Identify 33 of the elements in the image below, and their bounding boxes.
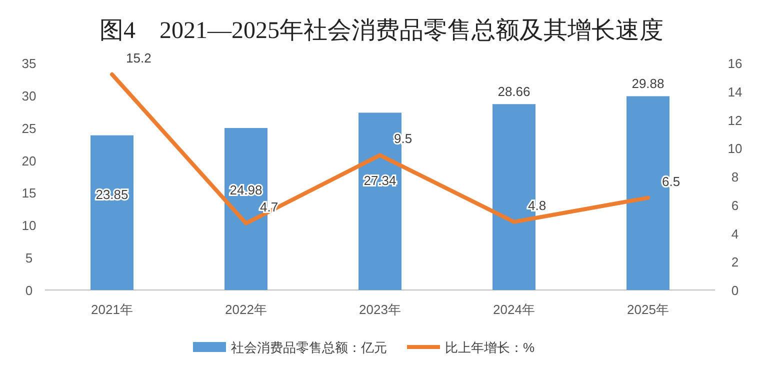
y-tick-label: 20: [22, 153, 36, 168]
x-tick-label: 2023年: [359, 302, 401, 317]
x-tick-label: 2025年: [627, 302, 669, 317]
y-tick-label: 35: [22, 56, 36, 71]
legend-label: 社会消费品零售总额：亿元: [231, 340, 387, 355]
y2-tick-label: 8: [731, 170, 739, 184]
y-tick-label: 10: [22, 218, 36, 234]
x-tick-label: 2022年: [225, 302, 267, 317]
y2-tick-label: 4: [731, 226, 739, 242]
chart-title: 图4 2021—2025年社会消费品零售总额及其增长速度: [100, 17, 664, 44]
y-tick-label: 30: [22, 88, 36, 104]
y-tick-label: 15: [22, 186, 36, 201]
y2-tick-label: 12: [728, 112, 742, 128]
y-tick-label: 25: [22, 120, 36, 136]
data-label: 4.7: [260, 199, 278, 214]
data-label: 29.88: [632, 76, 664, 92]
y2-tick-label: 6: [731, 198, 739, 213]
legend-label: 比上年增长：%: [445, 340, 535, 355]
data-label: 23.85: [96, 187, 128, 202]
data-label: 28.66: [498, 84, 530, 100]
data-label: 27.34: [364, 173, 396, 188]
y-tick-label: 0: [25, 283, 33, 298]
data-label: 24.98: [230, 182, 262, 198]
y2-tick-label: 14: [728, 84, 742, 100]
x-tick-label: 2024年: [493, 302, 535, 317]
y2-tick-label: 16: [728, 56, 742, 71]
data-label: 15.2: [126, 50, 152, 66]
y-tick-label: 5: [25, 250, 33, 266]
x-tick-label: 2021年: [91, 302, 133, 317]
y2-tick-label: 0: [731, 283, 739, 298]
y2-tick-label: 10: [728, 141, 742, 156]
bar: [90, 135, 134, 290]
y2-tick-label: 2: [731, 254, 739, 270]
